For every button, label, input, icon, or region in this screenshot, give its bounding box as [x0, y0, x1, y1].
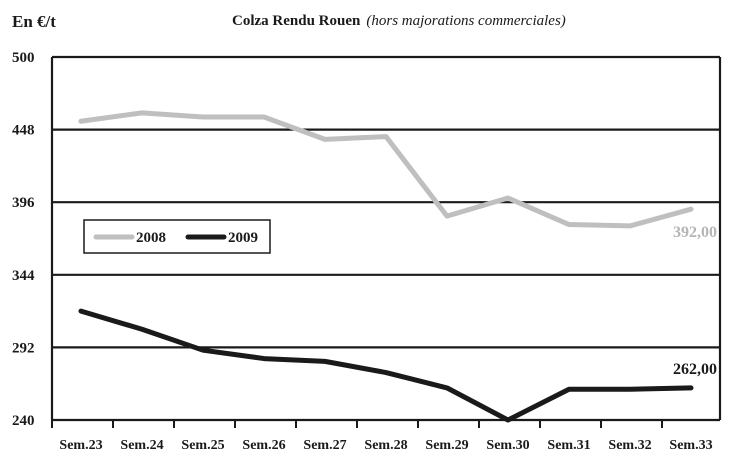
data-point-2009	[505, 417, 511, 423]
data-point-2008	[78, 119, 84, 124]
x-tick-label: Sem.31	[547, 438, 590, 453]
data-point-2008	[627, 223, 633, 229]
data-point-2009	[444, 385, 450, 391]
x-tick-label: Sem.25	[181, 438, 224, 453]
data-point-2009	[383, 370, 389, 375]
x-tick-label: Sem.30	[486, 438, 529, 453]
x-tick-label: Sem.28	[364, 438, 407, 453]
value-label-2008: 392,00	[673, 224, 717, 241]
data-point-2008	[444, 213, 450, 219]
x-tick-label: Sem.27	[303, 438, 346, 453]
data-point-2008	[505, 195, 511, 201]
chart-title-row: Colza Rendu Rouen (hors majorations comme…	[232, 13, 566, 30]
x-tick-label: Sem.23	[59, 438, 102, 453]
y-axis-unit: En €/t	[12, 12, 56, 31]
data-point-2008	[566, 222, 572, 227]
x-tick-label: Sem.29	[425, 438, 468, 453]
data-point-2008	[383, 134, 389, 139]
y-tick-label: 292	[12, 340, 35, 356]
data-point-2009	[566, 387, 572, 392]
value-label-2009: 262,00	[673, 361, 717, 378]
chart-subtitle: (hors majorations commerciales)	[366, 13, 566, 29]
series-line-2009	[78, 308, 694, 423]
data-point-2008	[688, 206, 694, 212]
y-tick-label: 448	[12, 123, 35, 139]
x-tick-label: Sem.24	[120, 438, 163, 453]
data-point-2009	[627, 387, 633, 392]
data-point-2009	[688, 385, 694, 391]
data-point-2009	[200, 347, 206, 353]
data-point-2008	[322, 137, 328, 142]
x-tick-label: Sem.26	[242, 438, 285, 453]
x-tick-label: Sem.33	[669, 438, 712, 453]
data-point-2008	[200, 114, 206, 120]
data-point-2009	[261, 356, 267, 361]
x-tick-label: Sem.32	[608, 438, 651, 453]
data-point-2009	[78, 308, 84, 314]
legend-label-2009: 2009	[228, 230, 258, 246]
chart-title: Colza Rendu Rouen	[232, 13, 361, 29]
data-point-2008	[261, 114, 267, 120]
data-point-2009	[322, 359, 328, 364]
data-point-2008	[139, 110, 145, 116]
y-tick-label: 240	[12, 413, 35, 429]
y-tick-label: 396	[12, 195, 35, 211]
data-point-2009	[139, 327, 145, 332]
y-tick-label: 500	[12, 50, 35, 66]
legend-label-2008: 2008	[136, 230, 166, 246]
y-tick-label: 344	[12, 268, 35, 284]
